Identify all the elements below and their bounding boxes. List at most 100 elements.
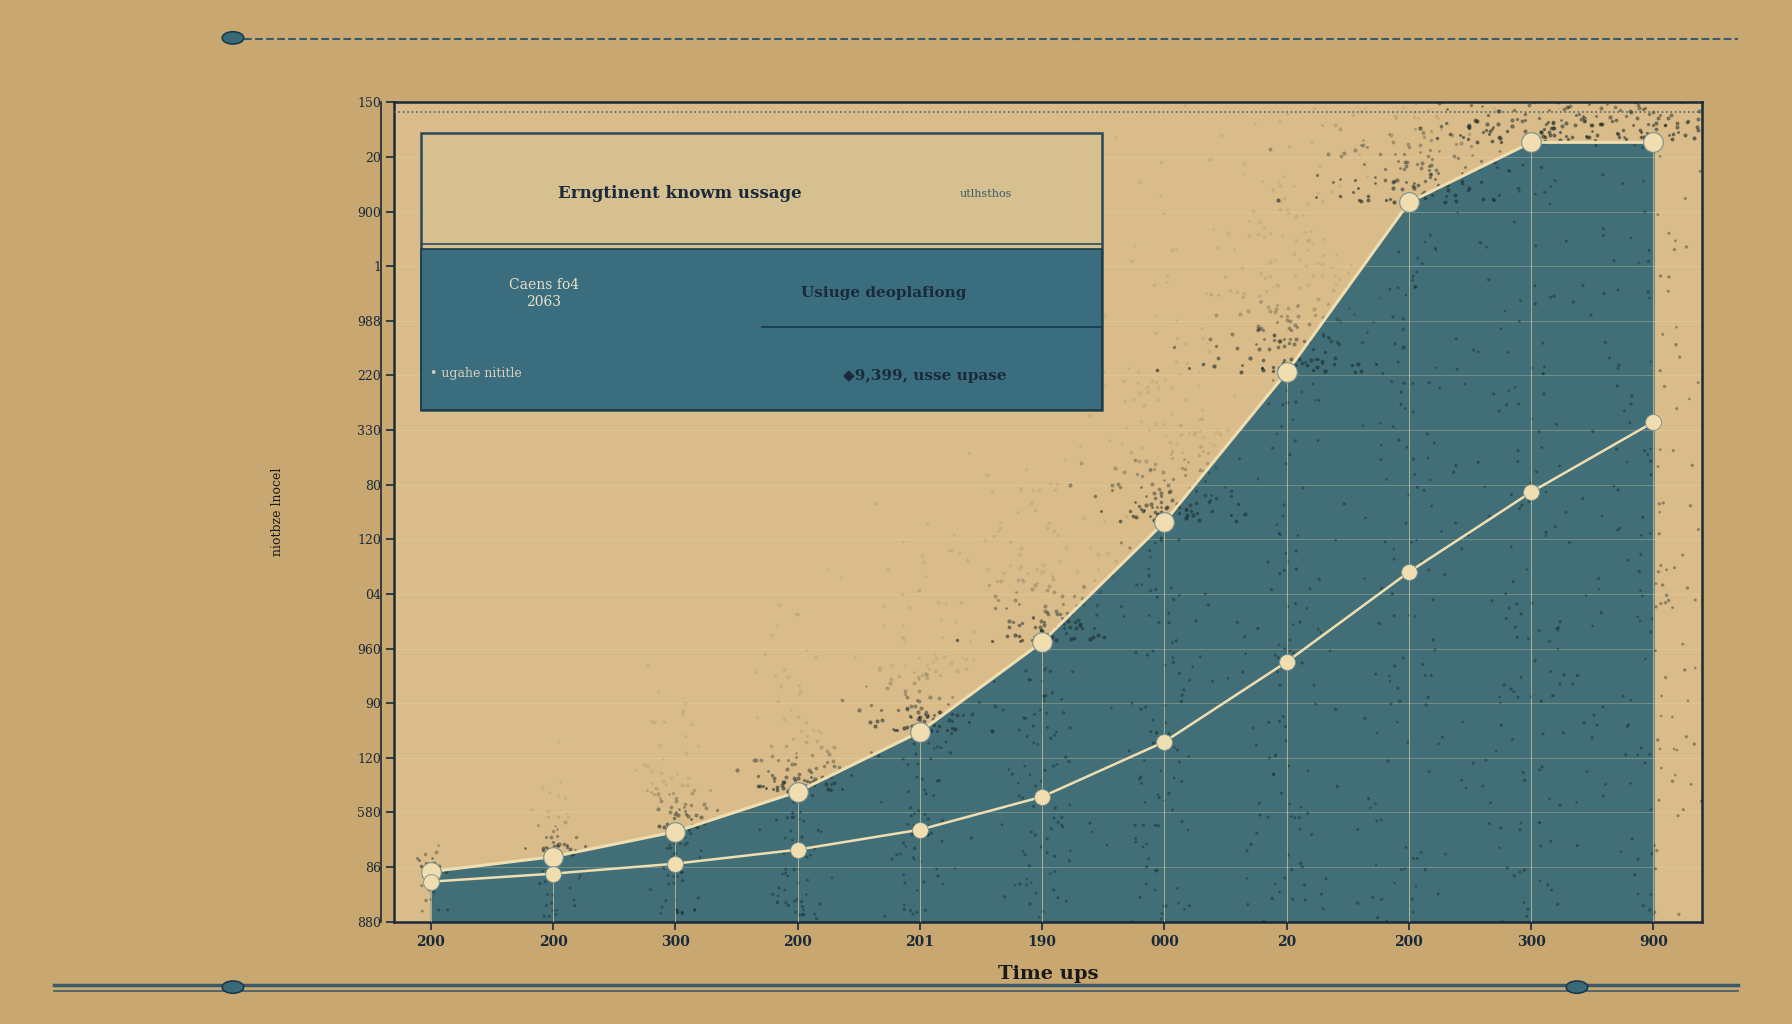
Point (1620, 75, 1649, 91)
Point (1631, 442, 1659, 459)
Point (1007, 482, 1036, 499)
Point (668, 702, 697, 719)
Point (1263, 339, 1292, 355)
Point (1262, 746, 1290, 763)
Point (1435, 126, 1464, 142)
Point (783, 842, 812, 858)
Point (1179, 506, 1208, 522)
Point (824, 759, 853, 775)
Point (1618, 830, 1647, 847)
Point (1434, 182, 1462, 199)
Point (1403, 250, 1432, 266)
Point (1466, 234, 1495, 251)
Point (1308, 329, 1337, 345)
Point (1534, 877, 1563, 893)
Point (1439, 82, 1468, 98)
Point (1125, 501, 1154, 517)
Point (1661, 74, 1690, 90)
Point (977, 633, 1005, 649)
Point (1036, 631, 1064, 647)
Point (1305, 621, 1333, 637)
Point (1459, 756, 1487, 772)
Point (1591, 26, 1620, 42)
Point (668, 872, 697, 889)
Point (1505, 501, 1534, 517)
Point (1288, 479, 1317, 496)
Point (1425, 142, 1453, 159)
Point (939, 526, 968, 543)
Point (1616, 70, 1645, 86)
Point (1050, 452, 1079, 468)
Point (1518, 411, 1546, 427)
Point (1142, 817, 1170, 834)
Point (1321, 350, 1349, 367)
Point (1224, 496, 1253, 512)
Point (1409, 128, 1437, 144)
Point (1473, 70, 1502, 86)
Point (1425, 94, 1453, 111)
Point (1416, 132, 1444, 148)
Point (665, 822, 694, 839)
Point (1486, 403, 1514, 420)
Point (855, 714, 883, 730)
Point (1376, 695, 1405, 712)
Point (1432, 846, 1460, 862)
Point (1120, 452, 1149, 468)
Point (803, 733, 831, 750)
Point (1527, 838, 1555, 854)
Point (1539, 120, 1568, 136)
Point (1142, 416, 1170, 432)
Point (1417, 668, 1446, 684)
Point (681, 901, 710, 918)
Point (1020, 482, 1048, 499)
Point (1401, 66, 1430, 82)
Point (1611, 0, 1640, 7)
Point (1190, 356, 1219, 373)
Point (633, 758, 661, 774)
Point (1242, 117, 1271, 133)
Point (1217, 483, 1245, 500)
Point (642, 780, 670, 797)
Point (1478, 49, 1507, 66)
Point (943, 664, 971, 680)
Point (905, 710, 934, 726)
Point (1181, 424, 1210, 440)
Point (1625, 563, 1654, 580)
Point (1480, 75, 1509, 91)
Point (1414, 689, 1443, 706)
Point (1335, 58, 1364, 75)
Point (1507, 605, 1536, 622)
Point (1027, 622, 1055, 638)
Point (1245, 341, 1274, 357)
Point (928, 629, 957, 645)
Point (412, 872, 441, 889)
Point (1176, 503, 1204, 519)
Point (1400, 466, 1428, 482)
Point (1656, 89, 1684, 105)
Point (1606, 128, 1634, 144)
Point (1382, 336, 1410, 352)
Point (1303, 358, 1331, 375)
Point (1129, 468, 1158, 484)
Point (561, 842, 590, 858)
Point (1192, 586, 1220, 602)
Point (1228, 260, 1256, 276)
Point (1536, 289, 1564, 305)
Point (1043, 757, 1072, 773)
Point (1129, 839, 1158, 855)
Point (907, 721, 935, 737)
Point (1274, 39, 1303, 55)
Point (1301, 695, 1330, 712)
Point (1039, 882, 1068, 898)
Point (1616, 103, 1645, 120)
Point (903, 691, 932, 708)
Point (1557, 129, 1586, 145)
Point (1133, 379, 1161, 395)
Point (1066, 455, 1095, 471)
Point (667, 857, 695, 873)
Point (1421, 108, 1450, 124)
Point (1122, 509, 1150, 525)
Point (819, 753, 848, 769)
Point (1432, 194, 1460, 210)
Point (1140, 512, 1168, 528)
